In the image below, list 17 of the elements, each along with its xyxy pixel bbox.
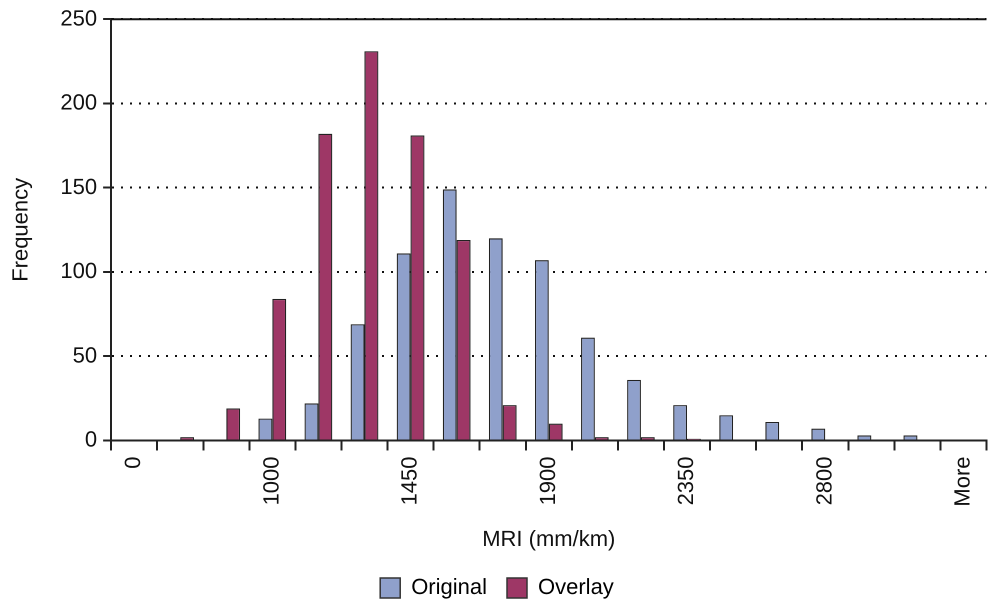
x-tick-label: 2350 bbox=[673, 456, 698, 506]
x-tick-label: 2800 bbox=[811, 456, 836, 506]
y-tick-label: 200 bbox=[60, 90, 98, 115]
x-tick-label: 1450 bbox=[396, 456, 422, 506]
y-tick-label: 100 bbox=[60, 258, 98, 284]
x-axis-title: MRI (mm/km) bbox=[482, 526, 616, 551]
x-tick-label: 1900 bbox=[534, 456, 560, 506]
y-axis-title: Frequency bbox=[7, 178, 32, 282]
y-tick-label: 150 bbox=[60, 174, 98, 199]
x-tick-label: 1000 bbox=[258, 456, 284, 506]
x-tick-label: More bbox=[950, 456, 975, 507]
x-tick-label: 0 bbox=[120, 456, 146, 469]
y-tick-label: 0 bbox=[84, 426, 98, 452]
y-tick-label: 250 bbox=[60, 5, 98, 30]
legend-label: Overlay bbox=[538, 574, 614, 600]
legend-label: Original bbox=[411, 574, 488, 600]
y-tick-label: 50 bbox=[72, 342, 98, 368]
